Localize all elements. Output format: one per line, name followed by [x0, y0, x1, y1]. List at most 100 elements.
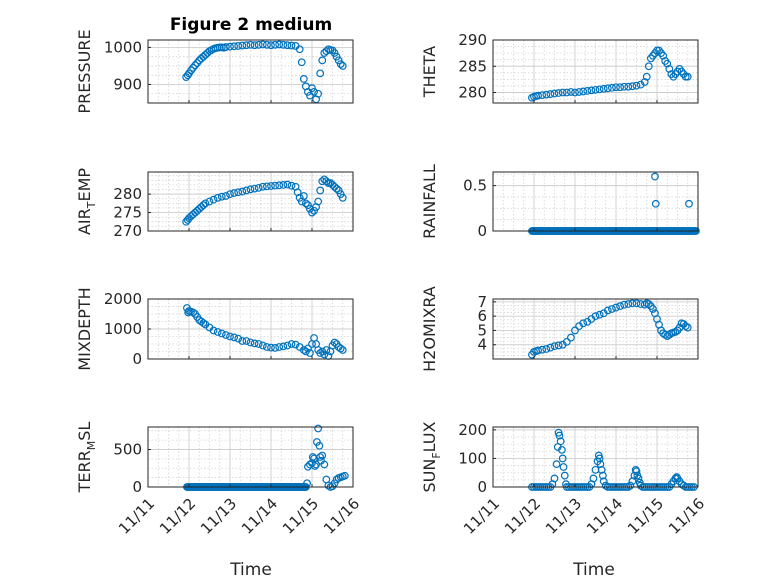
data-point	[330, 338, 339, 347]
data-point	[596, 460, 605, 469]
data-point	[546, 343, 555, 352]
data-point	[562, 337, 571, 346]
x-tick-label: 11/13	[197, 495, 240, 538]
data-point	[685, 199, 693, 208]
data-point	[308, 453, 317, 461]
y-tick-label: 100	[458, 449, 487, 467]
data-point	[556, 437, 565, 446]
data-point	[263, 343, 271, 351]
data-point	[221, 331, 230, 339]
data-point	[310, 462, 319, 470]
data-point	[558, 454, 567, 463]
data-point	[308, 84, 316, 93]
data-point	[599, 84, 608, 93]
data-point	[246, 185, 255, 194]
data-point	[649, 305, 657, 313]
axes-box	[492, 426, 699, 488]
data-point	[283, 180, 292, 189]
data-point	[558, 88, 567, 97]
data-point	[320, 350, 329, 359]
y-tick-label: 280	[458, 84, 487, 102]
data-point	[318, 451, 327, 460]
data-point	[226, 332, 234, 341]
data-point	[616, 302, 624, 311]
data-point	[665, 64, 674, 73]
data-point	[279, 40, 288, 49]
data-point	[595, 85, 604, 94]
data-point	[644, 62, 653, 71]
subplot-4: 0 1000 2000 MIXDEPTH	[75, 287, 354, 371]
data-point	[318, 56, 327, 65]
axes-box	[492, 171, 699, 232]
data-point	[624, 300, 633, 308]
data-point	[620, 300, 629, 309]
data-point	[591, 312, 600, 321]
x-tick-label: 11/14	[583, 495, 626, 538]
data-point	[322, 177, 331, 186]
data-point	[267, 182, 275, 190]
subplot-1: 280 285 290 THETA	[420, 31, 699, 104]
data-point	[671, 327, 680, 336]
data-point	[238, 41, 247, 50]
data-point	[338, 193, 347, 202]
data-point	[554, 341, 563, 350]
data-point	[338, 62, 347, 70]
data-point	[226, 190, 234, 199]
y-tick-label: 270	[113, 222, 142, 240]
data-point	[287, 181, 296, 190]
y-tick-label: 7	[477, 293, 487, 311]
y-tick-label: 1000	[104, 320, 142, 338]
x-axis-label-left: Time	[229, 560, 272, 580]
y-axis-label: AIRTEMP	[75, 168, 98, 235]
data-point	[550, 342, 559, 351]
data-point	[332, 475, 341, 484]
data-point	[612, 303, 620, 312]
y-tick-label: 200	[458, 421, 487, 439]
data-point	[632, 299, 641, 308]
x-tick-label: 11/11	[115, 495, 158, 538]
axes-box	[147, 426, 354, 488]
data-point	[234, 42, 243, 50]
data-point	[683, 72, 692, 81]
data-point	[316, 453, 325, 461]
data-point	[628, 82, 637, 91]
data-point	[254, 40, 263, 49]
data-point	[250, 184, 259, 193]
data-point	[279, 342, 288, 351]
data-point	[258, 40, 267, 49]
data-point	[534, 346, 542, 355]
y-tick-label: 6	[477, 307, 487, 325]
data-point	[234, 188, 243, 197]
data-point	[213, 193, 222, 202]
data-point	[579, 87, 588, 96]
data-point	[651, 199, 660, 208]
data-point	[336, 60, 345, 68]
data-point	[542, 345, 551, 353]
data-point	[306, 349, 314, 357]
y-tick-label: 0	[132, 478, 142, 496]
data-point	[275, 40, 284, 49]
data-point	[315, 441, 324, 450]
data-point	[299, 346, 308, 354]
data-point	[336, 344, 345, 353]
data-point	[552, 460, 561, 469]
data-point	[217, 192, 226, 201]
data-point	[320, 460, 329, 469]
data-point	[550, 474, 559, 483]
data-point	[230, 189, 239, 197]
y-tick-label: 285	[458, 57, 487, 75]
plot-background	[493, 299, 698, 359]
data-point	[642, 72, 651, 81]
data-point	[571, 326, 579, 335]
data-point	[189, 308, 198, 317]
data-point	[608, 305, 616, 313]
data-point	[246, 338, 255, 347]
data-point	[213, 328, 222, 336]
data-point	[258, 182, 267, 191]
data-point	[287, 340, 296, 348]
data-point	[308, 208, 316, 217]
x-tick-label: 11/15	[279, 495, 322, 538]
data-point	[681, 322, 690, 331]
data-point	[340, 471, 349, 480]
